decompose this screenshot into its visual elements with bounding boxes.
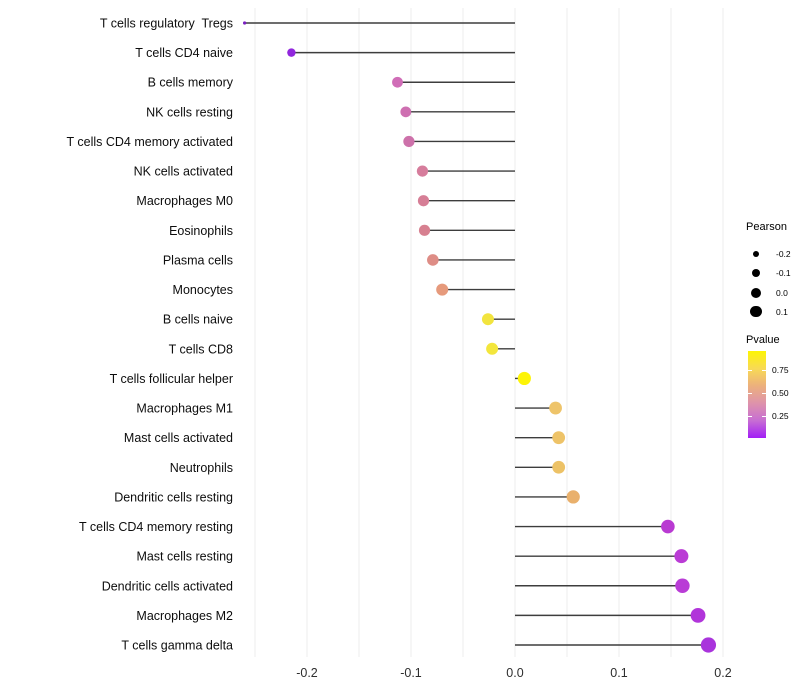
pvalue-tick-label: 0.50 bbox=[772, 388, 789, 399]
lollipop-dot bbox=[400, 106, 412, 118]
lollipop-dot bbox=[549, 401, 562, 415]
size-legend-dot bbox=[751, 287, 761, 298]
pvalue-tick-mark bbox=[748, 415, 752, 417]
lollipop-dot bbox=[403, 135, 415, 148]
lollipop-dot bbox=[552, 460, 566, 474]
row-label: T cells gamma delta bbox=[121, 638, 233, 652]
color-legend-title: Pvalue bbox=[746, 334, 780, 346]
x-tick-label: -0.2 bbox=[296, 666, 318, 680]
row-label: Dendritic cells resting bbox=[114, 490, 233, 504]
pvalue-tick-mark bbox=[748, 369, 752, 371]
lollipop-dot bbox=[418, 224, 431, 236]
lollipop-dot bbox=[566, 490, 580, 504]
lollipop-dot bbox=[392, 76, 403, 88]
row-label: Macrophages M0 bbox=[136, 194, 233, 208]
row-label: B cells memory bbox=[148, 76, 234, 90]
lollipop-dot bbox=[416, 165, 429, 177]
x-tick-label: 0.1 bbox=[610, 666, 627, 680]
lollipop-dot bbox=[287, 48, 296, 57]
row-label: T cells regulatory Tregs bbox=[100, 17, 233, 31]
lollipop-dot bbox=[243, 21, 247, 25]
row-label: T cells CD4 naive bbox=[135, 46, 233, 60]
pvalue-tick-mark bbox=[748, 393, 752, 395]
size-legend-label: -0.2 bbox=[776, 249, 791, 259]
row-label: Macrophages M1 bbox=[136, 402, 233, 416]
row-label: Dendritic cells activated bbox=[102, 579, 233, 593]
size-legend-title: Pearson bbox=[746, 221, 787, 233]
pvalue-tick-label: 0.25 bbox=[772, 410, 789, 421]
row-label: Monocytes bbox=[173, 283, 233, 297]
lollipop-dot bbox=[427, 254, 439, 266]
pvalue-tick-mark bbox=[762, 415, 766, 417]
pvalue-colorbar bbox=[748, 351, 766, 438]
lollipop-dot bbox=[517, 371, 531, 386]
x-tick-label: 0.2 bbox=[714, 666, 731, 680]
row-label: Mast cells activated bbox=[124, 431, 233, 445]
row-label: T cells CD8 bbox=[169, 342, 233, 356]
lollipop-dot bbox=[486, 342, 499, 355]
pvalue-tick-mark bbox=[762, 369, 766, 371]
lollipop-dot bbox=[436, 283, 449, 296]
row-label: Mast cells resting bbox=[136, 550, 233, 564]
row-label: NK cells activated bbox=[134, 165, 233, 179]
size-legend-dot bbox=[750, 306, 762, 318]
lollipop-dot bbox=[674, 549, 689, 564]
lollipop-dot bbox=[675, 578, 690, 593]
size-legend-label: 0.1 bbox=[776, 306, 788, 317]
size-legend-label: -0.1 bbox=[776, 268, 791, 279]
row-label: T cells CD4 memory activated bbox=[67, 135, 234, 149]
row-label: NK cells resting bbox=[146, 105, 233, 119]
size-legend-dot bbox=[751, 269, 761, 278]
size-legend-dot bbox=[753, 251, 759, 257]
row-label: Plasma cells bbox=[163, 253, 233, 267]
pvalue-tick-mark bbox=[762, 393, 766, 395]
row-label: Neutrophils bbox=[170, 461, 233, 475]
lollipop-dot bbox=[700, 637, 717, 653]
row-label: Macrophages M2 bbox=[136, 609, 233, 623]
size-legend-label: 0.0 bbox=[776, 287, 788, 298]
x-tick-label: -0.1 bbox=[400, 666, 422, 680]
lollipop-dot bbox=[690, 607, 706, 623]
row-label: T cells follicular helper bbox=[110, 372, 233, 386]
pvalue-tick-label: 0.75 bbox=[772, 364, 789, 375]
lollipop-dot bbox=[417, 195, 430, 207]
lollipop-dot bbox=[661, 519, 675, 534]
row-label: B cells naive bbox=[163, 313, 233, 327]
row-label: T cells CD4 memory resting bbox=[79, 520, 233, 534]
lollipop-dot bbox=[552, 431, 566, 445]
x-tick-label: 0.0 bbox=[506, 666, 523, 680]
row-label: Eosinophils bbox=[169, 224, 233, 238]
lollipop-dot bbox=[481, 313, 494, 326]
